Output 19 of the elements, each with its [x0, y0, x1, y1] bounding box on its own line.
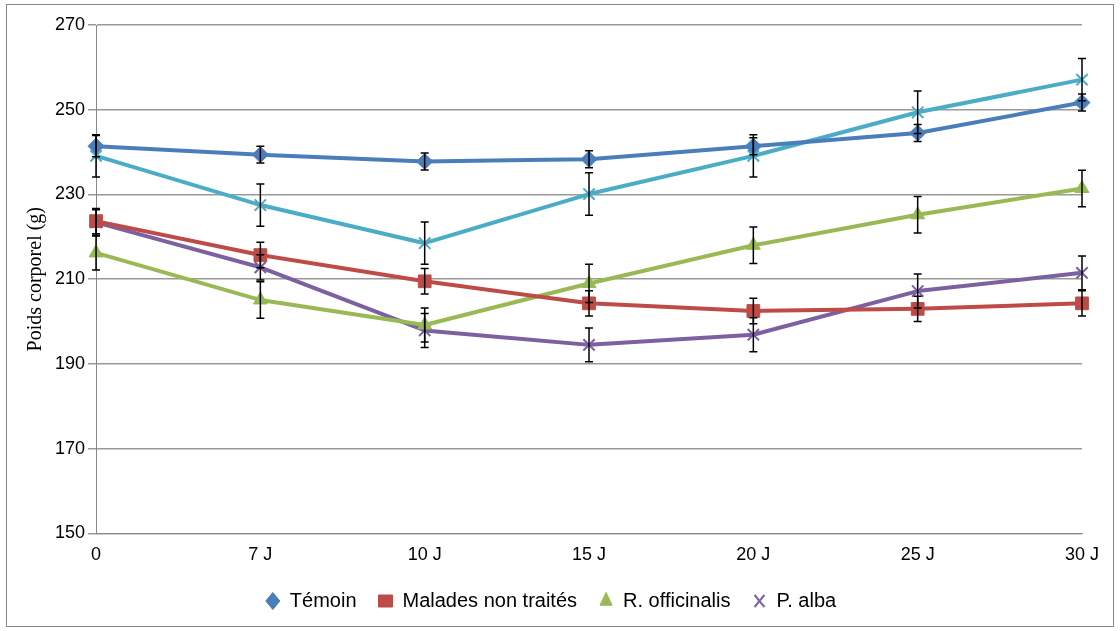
y-tick-label: 190 — [54, 352, 86, 373]
x-tick-label: 25 J — [900, 544, 935, 565]
legend-label: Malades non traités — [402, 588, 578, 611]
x-tick-label: 0 — [91, 544, 102, 565]
x-tick-label: 7 J — [248, 544, 273, 565]
y-tick-label: 150 — [54, 522, 86, 543]
y-tick-label: 230 — [54, 183, 86, 204]
y-tick-label: 250 — [54, 98, 86, 119]
x-tick-label: 30 J — [1064, 544, 1100, 565]
legend-label: Témoin — [289, 588, 357, 611]
y-tick-label: 270 — [54, 13, 86, 34]
y-tick-label: 210 — [54, 268, 86, 289]
legend-label: R. officinalis — [623, 588, 731, 611]
y-tick-label: 170 — [54, 437, 86, 458]
x-tick-label: 10 J — [407, 544, 442, 565]
x-tick-label: 20 J — [736, 544, 771, 565]
legend-label: P. alba — [776, 588, 838, 611]
y-axis-title: Poids corporel (g) — [23, 206, 47, 352]
x-tick-label: 15 J — [572, 544, 607, 565]
